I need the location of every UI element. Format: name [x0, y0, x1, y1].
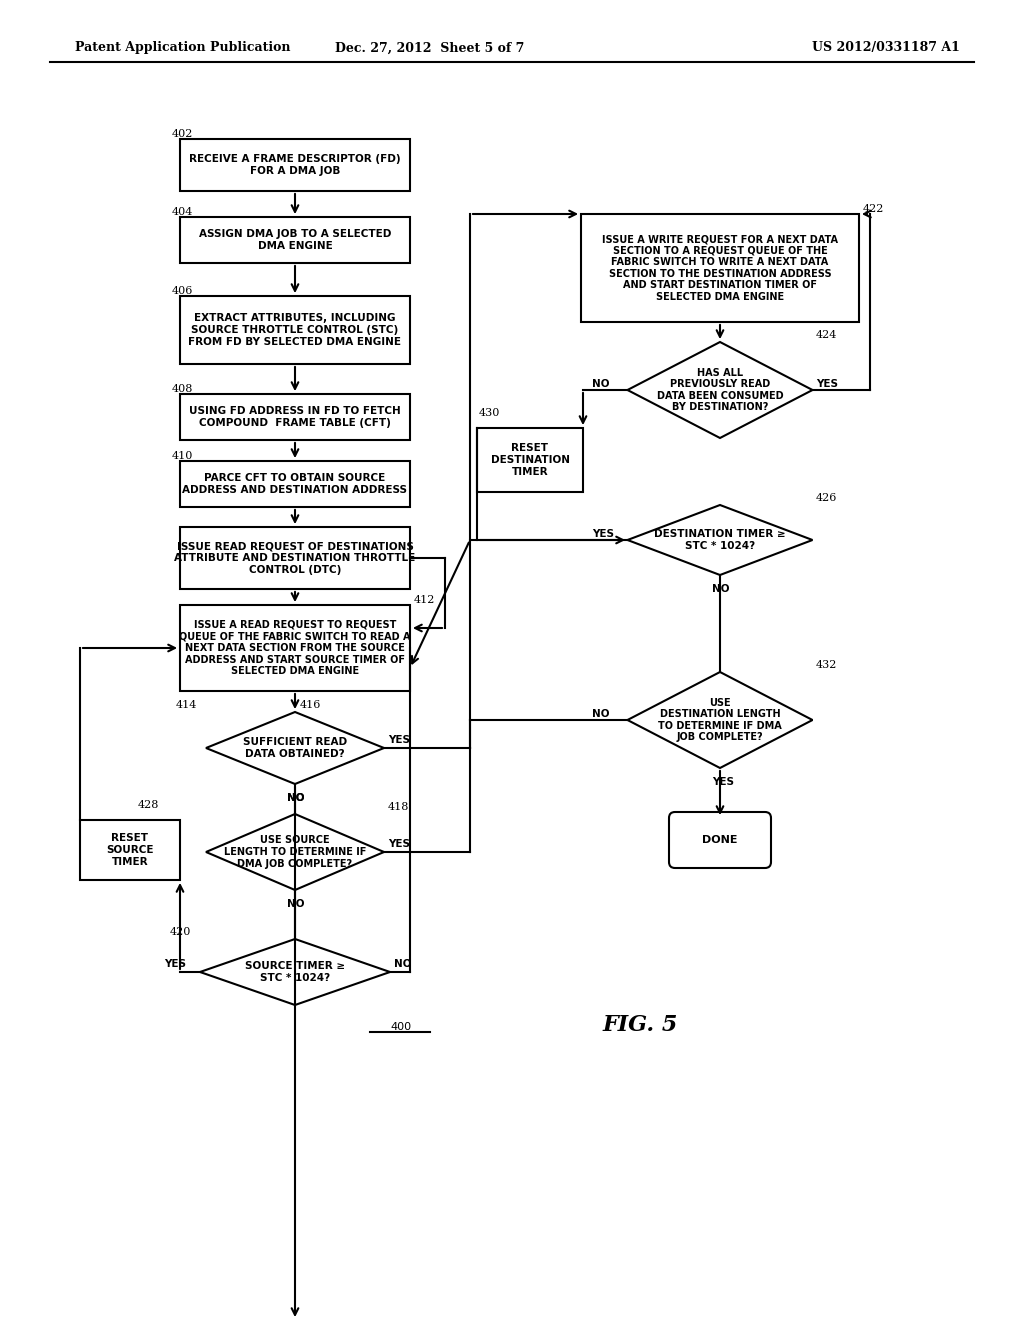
Text: PARCE CFT TO OBTAIN SOURCE
ADDRESS AND DESTINATION ADDRESS: PARCE CFT TO OBTAIN SOURCE ADDRESS AND D… — [182, 473, 408, 495]
Text: Patent Application Publication: Patent Application Publication — [75, 41, 291, 54]
Polygon shape — [206, 711, 384, 784]
Text: EXTRACT ATTRIBUTES, INCLUDING
SOURCE THROTTLE CONTROL (STC)
FROM FD BY SELECTED : EXTRACT ATTRIBUTES, INCLUDING SOURCE THR… — [188, 313, 401, 347]
FancyBboxPatch shape — [180, 216, 410, 263]
Text: 412: 412 — [414, 595, 435, 605]
Text: RESET
SOURCE
TIMER: RESET SOURCE TIMER — [106, 833, 154, 867]
Text: 424: 424 — [816, 330, 838, 341]
Text: 402: 402 — [172, 129, 194, 139]
Text: FIG. 5: FIG. 5 — [602, 1014, 678, 1036]
Text: YES: YES — [388, 735, 410, 744]
Text: ISSUE A WRITE REQUEST FOR A NEXT DATA
SECTION TO A REQUEST QUEUE OF THE
FABRIC S: ISSUE A WRITE REQUEST FOR A NEXT DATA SE… — [602, 234, 838, 302]
Text: 418: 418 — [388, 803, 410, 812]
Text: RESET
DESTINATION
TIMER: RESET DESTINATION TIMER — [490, 444, 569, 477]
Text: 408: 408 — [172, 384, 194, 393]
Text: NO: NO — [287, 899, 304, 909]
Text: USE
DESTINATION LENGTH
TO DETERMINE IF DMA
JOB COMPLETE?: USE DESTINATION LENGTH TO DETERMINE IF D… — [658, 697, 782, 742]
Text: SOURCE TIMER ≥
STC * 1024?: SOURCE TIMER ≥ STC * 1024? — [245, 961, 345, 983]
FancyBboxPatch shape — [180, 393, 410, 440]
Text: 406: 406 — [172, 286, 194, 296]
Text: YES: YES — [712, 777, 734, 787]
Polygon shape — [628, 672, 812, 768]
FancyBboxPatch shape — [669, 812, 771, 869]
FancyBboxPatch shape — [180, 139, 410, 191]
Text: Dec. 27, 2012  Sheet 5 of 7: Dec. 27, 2012 Sheet 5 of 7 — [335, 41, 524, 54]
Text: 400: 400 — [390, 1022, 411, 1032]
Text: US 2012/0331187 A1: US 2012/0331187 A1 — [812, 41, 961, 54]
Text: 416: 416 — [300, 700, 322, 710]
Text: 428: 428 — [138, 800, 160, 810]
Text: 404: 404 — [172, 207, 194, 216]
Text: 410: 410 — [172, 451, 194, 461]
FancyBboxPatch shape — [80, 820, 180, 880]
Text: DONE: DONE — [702, 836, 737, 845]
Polygon shape — [628, 342, 812, 438]
FancyBboxPatch shape — [180, 296, 410, 364]
Text: SUFFICIENT READ
DATA OBTAINED?: SUFFICIENT READ DATA OBTAINED? — [243, 737, 347, 759]
Polygon shape — [628, 506, 812, 576]
Text: 414: 414 — [176, 700, 198, 710]
Text: ASSIGN DMA JOB TO A SELECTED
DMA ENGINE: ASSIGN DMA JOB TO A SELECTED DMA ENGINE — [199, 230, 391, 251]
Text: 422: 422 — [863, 205, 885, 214]
FancyBboxPatch shape — [581, 214, 859, 322]
Text: NO: NO — [712, 583, 729, 594]
Text: YES: YES — [164, 960, 186, 969]
Text: 426: 426 — [816, 492, 838, 503]
Text: NO: NO — [592, 379, 609, 389]
Text: 432: 432 — [816, 660, 838, 671]
FancyBboxPatch shape — [180, 527, 410, 589]
Text: NO: NO — [592, 709, 609, 719]
Text: NO: NO — [394, 960, 412, 969]
Text: YES: YES — [388, 840, 410, 849]
FancyBboxPatch shape — [180, 461, 410, 507]
Text: NO: NO — [287, 793, 304, 803]
Text: RECEIVE A FRAME DESCRIPTOR (FD)
FOR A DMA JOB: RECEIVE A FRAME DESCRIPTOR (FD) FOR A DM… — [189, 154, 400, 176]
Text: ISSUE A READ REQUEST TO REQUEST
QUEUE OF THE FABRIC SWITCH TO READ A
NEXT DATA S: ISSUE A READ REQUEST TO REQUEST QUEUE OF… — [179, 620, 411, 676]
Text: YES: YES — [816, 379, 838, 389]
Text: 430: 430 — [479, 408, 501, 418]
FancyBboxPatch shape — [477, 428, 583, 492]
Text: 420: 420 — [170, 927, 191, 937]
FancyBboxPatch shape — [180, 605, 410, 690]
Text: YES: YES — [592, 529, 614, 539]
Text: ISSUE READ REQUEST OF DESTINATIONS
ATTRIBUTE AND DESTINATION THROTTLE
CONTROL (D: ISSUE READ REQUEST OF DESTINATIONS ATTRI… — [174, 541, 416, 574]
Polygon shape — [206, 814, 384, 890]
Text: HAS ALL
PREVIOUSLY READ
DATA BEEN CONSUMED
BY DESTINATION?: HAS ALL PREVIOUSLY READ DATA BEEN CONSUM… — [656, 367, 783, 412]
Polygon shape — [200, 939, 390, 1005]
Text: USING FD ADDRESS IN FD TO FETCH
COMPOUND  FRAME TABLE (CFT): USING FD ADDRESS IN FD TO FETCH COMPOUND… — [189, 407, 400, 428]
Text: NO: NO — [287, 793, 304, 803]
Text: DESTINATION TIMER ≥
STC * 1024?: DESTINATION TIMER ≥ STC * 1024? — [654, 529, 785, 550]
Text: USE SOURCE
LENGTH TO DETERMINE IF
DMA JOB COMPLETE?: USE SOURCE LENGTH TO DETERMINE IF DMA JO… — [224, 836, 367, 869]
